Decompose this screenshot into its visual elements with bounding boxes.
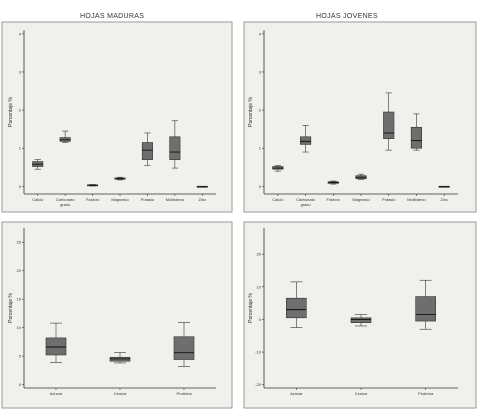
x-tick-label-carbonato-graso: Carbonato graso [56, 197, 75, 207]
boxplot-azucar-ceniza-proteina-maduras: 0 5 10 15 20 25 Porcentaje % Azúcar Ceniza Proteí… [1, 221, 233, 409]
chart-title-hojas-jovenes: HOJAS JOVENES [316, 13, 378, 20]
y-tick-label-1: -10 [255, 350, 262, 355]
y-tick-label-2: 2 [19, 108, 22, 113]
y-axis-label: Porcentaje % [8, 293, 14, 323]
y-tick-label-2: 2 [259, 108, 262, 113]
y-tick-label-4: 20 [257, 252, 262, 257]
x-tick-label-calcio: Calcio [32, 197, 44, 202]
x-tick-label-azucar: Azúcar [290, 391, 303, 396]
y-axis-label: Porcentaje % [248, 293, 254, 323]
y-tick-label-4: 4 [259, 31, 262, 36]
x-tick-label-fosforo: Fósforo [86, 197, 100, 202]
x-tick-label-proteina: Proteína [418, 391, 434, 396]
x-tick-label-calcio: Calcio [272, 197, 284, 202]
y-tick-label-3: 3 [19, 69, 22, 74]
x-tick-label-fosforo: Fósforo [327, 197, 341, 202]
boxplot-hojas-jovenes: 0 1 2 3 4 Porcentaje % Calcio Carbonato graso Fós… [243, 21, 477, 213]
x-tick-label-zinc: Zinc [440, 197, 448, 202]
x-tick-label-proteina: Proteína [176, 391, 192, 396]
y-tick-label-3: 15 [17, 297, 22, 302]
box-molibdeno [410, 126, 422, 149]
box-ceniza [350, 317, 372, 323]
y-tick-label-3: 3 [259, 69, 262, 74]
y-tick-label-0: 0 [19, 184, 22, 189]
y-tick-label-0: -20 [255, 382, 262, 387]
chart-title-hojas-maduras: HOJAS MADURAS [80, 13, 145, 20]
chart-frame [1, 21, 233, 213]
x-tick-label-ceniza: Ceniza [114, 391, 127, 396]
y-tick-label-4: 4 [19, 31, 22, 36]
boxplot-hojas-maduras: 0 1 2 3 4 Porcentaje % Calcio Carbonato graso Fós… [1, 21, 233, 213]
chart-frame [243, 21, 477, 213]
box-proteina [415, 296, 436, 322]
box-carbonato-graso [300, 136, 312, 145]
x-tick-label-zinc: Zinc [199, 197, 207, 202]
box-potasio [141, 142, 153, 160]
y-tick-label-1: 1 [259, 146, 262, 151]
chart-frame [243, 221, 477, 409]
x-tick-label-potasio: Potasio [382, 197, 396, 202]
box-azucar [45, 337, 67, 356]
box-azucar [286, 297, 307, 319]
x-tick-label-magnesio: Magnesio [111, 197, 129, 202]
y-tick-label-2: 0 [259, 317, 262, 322]
box-proteina [173, 336, 195, 360]
x-tick-label-carbonato-graso: Carbonato graso [296, 197, 315, 207]
y-tick-label-5: 25 [17, 240, 22, 245]
x-tick-label-magnesio: Magnesio [352, 197, 370, 202]
box-potasio [383, 111, 395, 139]
boxplot-azucar-ceniza-proteina-jovenes: -20 -10 0 10 20 Porcentaje % Azúcar Ceniza Prote… [243, 221, 477, 409]
x-tick-label-potasio: Potasio [141, 197, 155, 202]
y-tick-label-1: 5 [19, 354, 22, 359]
y-axis-label: Porcentaje % [248, 97, 254, 127]
y-axis-label: Porcentaje % [8, 97, 14, 127]
x-tick-label-molibdeno: Molibdeno [407, 197, 426, 202]
y-tick-label-2: 10 [17, 325, 22, 330]
y-tick-label-3: 10 [257, 284, 262, 289]
box-molibdeno [169, 136, 181, 160]
x-tick-label-ceniza: Ceniza [355, 391, 368, 396]
y-tick-label-4: 20 [17, 268, 22, 273]
y-tick-label-1: 1 [19, 146, 22, 151]
x-tick-label-molibdeno: Molibdeno [166, 197, 185, 202]
y-tick-label-0: 0 [259, 184, 262, 189]
y-tick-label-0: 0 [19, 382, 22, 387]
chart-frame [1, 221, 233, 409]
x-tick-label-azucar: Azúcar [50, 391, 63, 396]
